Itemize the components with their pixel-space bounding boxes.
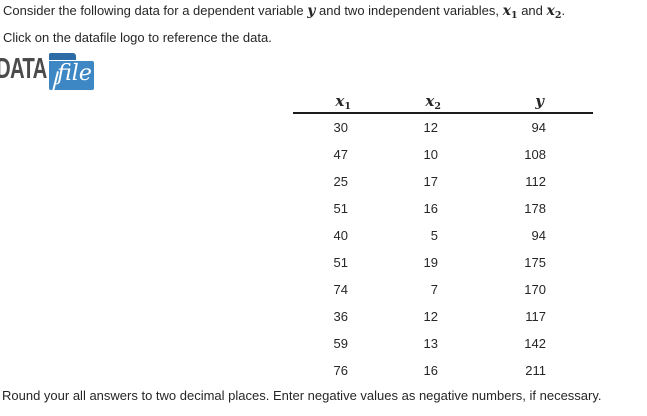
cell-y: 108: [524, 147, 546, 162]
cell-x2: 19: [423, 255, 438, 270]
intro-text: Consider the following data for a depend…: [3, 3, 566, 21]
intro-part3: and: [517, 3, 547, 18]
cell-x2: 5: [430, 228, 438, 243]
cell-x1: 40: [333, 228, 348, 243]
cell-y: 142: [524, 336, 546, 351]
datafile-folder-icon[interactable]: file: [49, 53, 94, 96]
data-table: x1 x2 y 30 12 94 47 10 108 25 17 112 51 …: [293, 91, 593, 384]
header-x1: x1: [293, 91, 393, 114]
cell-x1: 74: [333, 282, 348, 297]
cell-x1: 30: [333, 120, 348, 135]
table-row: 76 16 211: [293, 357, 593, 384]
var-y: y: [307, 3, 316, 19]
instruction-text: Click on the datafile logo to reference …: [3, 30, 272, 45]
cell-x1: 51: [333, 201, 348, 216]
var-x2: x2: [546, 3, 562, 21]
cell-x2: 10: [423, 147, 438, 162]
cell-y: 178: [524, 201, 546, 216]
table-row: 51 19 175: [293, 249, 593, 276]
table-row: 40 5 94: [293, 222, 593, 249]
cell-x2: 7: [430, 282, 438, 297]
datafile-logo-data-label: DATA: [0, 53, 47, 85]
table-header-row: x1 x2 y: [293, 91, 593, 114]
cell-x2: 13: [423, 336, 438, 351]
cell-x2: 17: [423, 174, 438, 189]
cell-x2: 16: [423, 363, 438, 378]
table-row: 74 7 170: [293, 276, 593, 303]
intro-part1: Consider the following data for a depend…: [3, 3, 308, 18]
cell-x1: 36: [333, 309, 348, 324]
cell-x2: 12: [423, 309, 438, 324]
cell-x2: 16: [423, 201, 438, 216]
cell-x1: 47: [333, 147, 348, 162]
cell-y: 94: [531, 120, 546, 135]
datafile-logo-file-label: file: [57, 61, 92, 86]
cell-y: 117: [525, 309, 546, 324]
header-x2: x2: [393, 91, 493, 114]
var-x1: x1: [502, 3, 518, 21]
datafile-logo[interactable]: DATA file: [0, 53, 96, 96]
intro-part2: and two independent variables,: [315, 3, 503, 18]
intro-part4: .: [561, 3, 566, 18]
table-row: 30 12 94: [293, 113, 593, 141]
cell-y: 175: [524, 255, 546, 270]
table-row: 36 12 117: [293, 303, 593, 330]
cell-x1: 51: [333, 255, 348, 270]
cell-y: 170: [524, 282, 546, 297]
table-row: 47 10 108: [293, 141, 593, 168]
rounding-note: Round your all answers to two decimal pl…: [2, 388, 602, 403]
cell-x1: 59: [333, 336, 348, 351]
cell-y: 211: [525, 363, 546, 378]
cell-y: 94: [531, 228, 546, 243]
table-row: 51 16 178: [293, 195, 593, 222]
cell-y: 112: [525, 174, 546, 189]
cell-x2: 12: [423, 120, 438, 135]
folder-tab: [49, 53, 76, 60]
header-y: y: [493, 91, 593, 114]
table-row: 59 13 142: [293, 330, 593, 357]
cell-x1: 25: [333, 174, 348, 189]
table-row: 25 17 112: [293, 168, 593, 195]
table-header: x1 x2 y: [293, 91, 593, 114]
table-body: 30 12 94 47 10 108 25 17 112 51 16 178 4…: [293, 113, 593, 384]
cell-x1: 76: [333, 363, 348, 378]
folder-body: file: [49, 61, 94, 96]
